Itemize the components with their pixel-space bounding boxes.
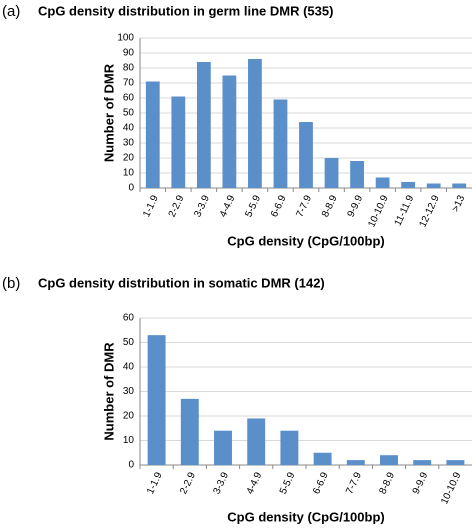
x-tick-label: 2-2.9 — [178, 470, 198, 496]
bar — [413, 460, 432, 465]
bar — [280, 430, 299, 465]
x-tick-label: 3-3.9 — [192, 193, 212, 219]
x-tick-label: 8-8.9 — [378, 470, 398, 496]
bar — [147, 335, 166, 465]
bar — [248, 59, 262, 188]
y-tick-label: 0 — [128, 460, 134, 471]
bar — [346, 460, 365, 465]
x-tick-label: 10-10.9 — [366, 193, 390, 229]
y-tick-label: 20 — [123, 411, 135, 422]
panel-label: (a) — [2, 3, 20, 20]
x-tick-label: 5-5.9 — [243, 193, 263, 219]
chart-title: CpG density distribution in somatic DMR … — [38, 275, 325, 290]
y-axis-title: Number of DMR — [101, 342, 116, 441]
x-tick-label: 4-4.9 — [245, 470, 265, 496]
y-axis-title: Number of DMR — [101, 63, 116, 162]
x-axis-title: CpG density (CpG/100bp) — [227, 233, 384, 248]
y-tick-label: 100 — [117, 33, 134, 44]
x-tick-label: 3-3.9 — [212, 470, 232, 496]
y-tick-label: 60 — [123, 93, 135, 104]
bar — [426, 183, 441, 188]
y-tick-label: 20 — [123, 153, 135, 164]
bar — [375, 177, 390, 188]
x-tick-label: 10-10.9 — [439, 470, 463, 506]
bar — [452, 183, 467, 188]
y-tick-label: 40 — [123, 362, 135, 373]
y-tick-label: 70 — [123, 78, 135, 89]
bar — [222, 75, 237, 188]
x-tick-label: 11-11.9 — [393, 193, 417, 227]
bar — [324, 158, 339, 188]
bar — [196, 62, 211, 188]
bar — [273, 99, 288, 188]
x-tick-label: 1-1.9 — [145, 470, 165, 496]
x-tick-label: 9-9.9 — [411, 470, 431, 496]
y-tick-label: 10 — [123, 435, 135, 446]
x-tick-label: 12-12.9 — [417, 193, 441, 229]
bar — [401, 182, 416, 188]
bar — [180, 398, 199, 465]
x-tick-label: 8-8.9 — [320, 193, 340, 219]
y-tick-label: 0 — [128, 183, 134, 194]
y-tick-label: 50 — [123, 108, 135, 119]
bar — [171, 96, 186, 188]
y-tick-label: 90 — [123, 48, 135, 59]
x-tick-label: 7-7.9 — [295, 193, 315, 219]
bar — [299, 122, 313, 188]
bar — [313, 452, 332, 465]
chart-title: CpG density distribution in germ line DM… — [38, 3, 333, 18]
bar — [380, 455, 398, 465]
x-tick-label: 7-7.9 — [344, 470, 364, 496]
bar — [350, 161, 364, 188]
y-tick-label: 80 — [123, 63, 135, 74]
x-tick-label: 6-6.9 — [311, 470, 331, 496]
x-tick-label: 2-2.9 — [167, 193, 187, 219]
x-tick-label: 4-4.9 — [218, 193, 238, 219]
bar — [247, 418, 266, 465]
x-tick-label: 9-9.9 — [346, 193, 366, 219]
x-tick-label: 6-6.9 — [269, 193, 289, 219]
x-tick-label: >13 — [450, 193, 467, 213]
y-tick-label: 60 — [123, 313, 135, 324]
y-tick-label: 40 — [123, 123, 135, 134]
bar — [446, 460, 465, 465]
x-tick-label: 1-1.9 — [141, 193, 161, 219]
y-tick-label: 30 — [123, 386, 135, 397]
y-tick-label: 30 — [123, 138, 135, 149]
x-axis-title: CpG density (CpG/100bp) — [227, 509, 384, 524]
y-tick-label: 10 — [123, 168, 135, 179]
y-tick-label: 50 — [123, 337, 135, 348]
bar — [214, 430, 232, 465]
bar — [145, 81, 160, 188]
panel-label: (b) — [2, 275, 20, 292]
x-tick-label: 5-5.9 — [278, 470, 298, 496]
